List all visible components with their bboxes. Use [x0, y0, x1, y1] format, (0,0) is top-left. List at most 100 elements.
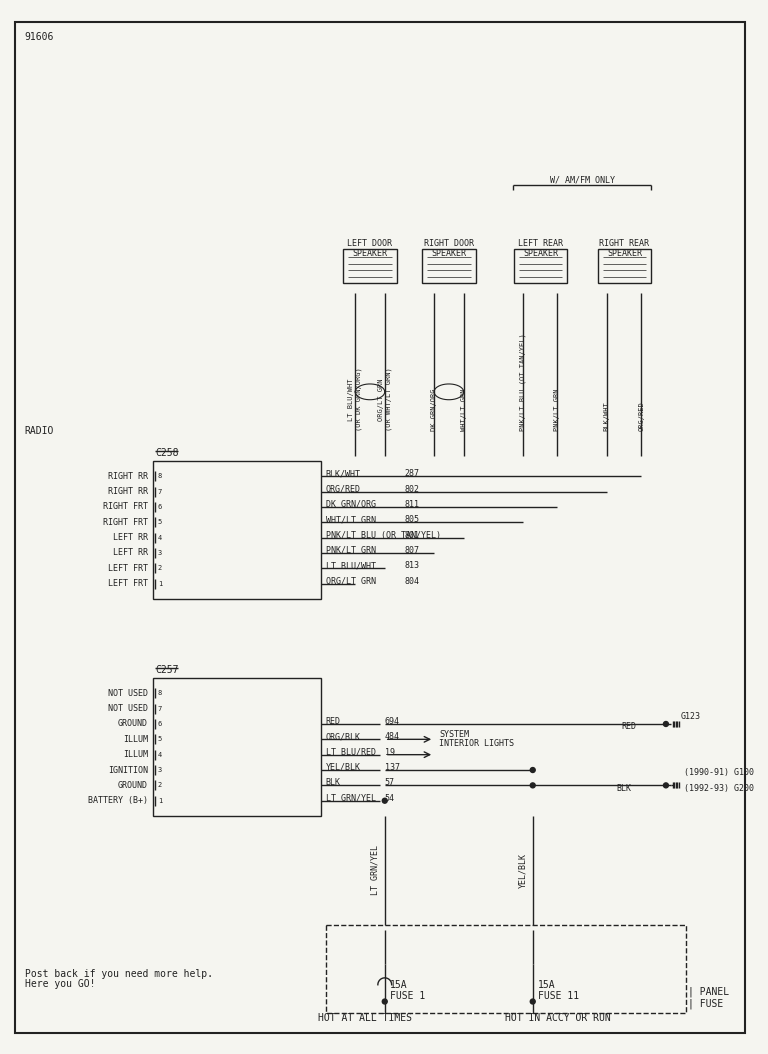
- Text: GROUND: GROUND: [118, 720, 148, 728]
- Text: 813: 813: [405, 562, 419, 570]
- Text: SYSTEM: SYSTEM: [439, 729, 469, 739]
- Text: 5: 5: [158, 520, 162, 525]
- Text: RIGHT FRT: RIGHT FRT: [103, 518, 148, 527]
- Text: LT BLU/RED: LT BLU/RED: [326, 747, 376, 757]
- Text: ILLUM: ILLUM: [123, 735, 148, 744]
- Text: 1: 1: [158, 581, 162, 587]
- Circle shape: [530, 767, 535, 773]
- Text: ORG/LT GRN
(OR WHT/LT GRN): ORG/LT GRN (OR WHT/LT GRN): [378, 368, 392, 431]
- Text: 287: 287: [405, 469, 419, 479]
- Text: BATTERY (B+): BATTERY (B+): [88, 796, 148, 805]
- Text: FUSE 1: FUSE 1: [389, 991, 425, 1000]
- Text: YEL/BLK: YEL/BLK: [326, 763, 360, 772]
- Text: (1990-91) G100: (1990-91) G100: [684, 768, 753, 778]
- Text: 137: 137: [385, 763, 400, 772]
- Text: HOT IN ACCY OR RUN: HOT IN ACCY OR RUN: [505, 1013, 611, 1023]
- Text: LT GRN/YEL: LT GRN/YEL: [326, 794, 376, 803]
- Text: WHT/LT GRN: WHT/LT GRN: [461, 389, 467, 431]
- Text: 6: 6: [158, 504, 162, 510]
- Text: NOT USED: NOT USED: [108, 704, 148, 714]
- Text: 91606: 91606: [25, 32, 54, 42]
- Circle shape: [530, 783, 535, 787]
- Text: 1: 1: [158, 798, 162, 803]
- Text: 15A: 15A: [389, 980, 407, 990]
- Text: RIGHT FRT: RIGHT FRT: [103, 503, 148, 511]
- Text: IGNITION: IGNITION: [108, 765, 148, 775]
- Text: HOT AT ALL TIMES: HOT AT ALL TIMES: [318, 1013, 412, 1023]
- Text: 15A: 15A: [538, 980, 555, 990]
- Text: DK GRN/ORG: DK GRN/ORG: [431, 389, 437, 431]
- Circle shape: [382, 798, 387, 803]
- Text: 694: 694: [385, 717, 400, 726]
- Text: ILLUM: ILLUM: [123, 750, 148, 759]
- Text: WHT/LT GRN: WHT/LT GRN: [326, 515, 376, 524]
- Text: LT BLU/WHT
(OR DK GRN/ORG): LT BLU/WHT (OR DK GRN/ORG): [349, 368, 362, 431]
- Text: 805: 805: [405, 515, 419, 524]
- Text: 804: 804: [405, 577, 419, 586]
- Text: (1992-93) G200: (1992-93) G200: [684, 784, 753, 793]
- Text: 5: 5: [158, 737, 162, 742]
- Text: 7: 7: [158, 705, 162, 711]
- Text: | PANEL: | PANEL: [687, 987, 729, 997]
- Text: LT GRN/YEL: LT GRN/YEL: [370, 845, 379, 895]
- Text: 2: 2: [158, 565, 162, 571]
- Text: Post back if you need more help.: Post back if you need more help.: [25, 969, 213, 979]
- Text: 7: 7: [158, 489, 162, 494]
- Text: 2: 2: [158, 782, 162, 788]
- Text: 811: 811: [405, 500, 419, 509]
- Text: Here you GO!: Here you GO!: [25, 979, 95, 989]
- Text: LEFT DOOR
SPEAKER: LEFT DOOR SPEAKER: [347, 239, 392, 258]
- Text: LEFT RR: LEFT RR: [113, 533, 148, 542]
- Text: RED: RED: [621, 722, 637, 731]
- Text: BLK: BLK: [617, 784, 631, 793]
- Text: RIGHT RR: RIGHT RR: [108, 472, 148, 481]
- Text: | FUSE: | FUSE: [687, 998, 723, 1009]
- Text: LEFT FRT: LEFT FRT: [108, 579, 148, 588]
- Text: 6: 6: [158, 721, 162, 727]
- Text: 484: 484: [385, 733, 400, 741]
- Text: 801: 801: [405, 530, 419, 540]
- Text: 19: 19: [385, 747, 395, 757]
- Text: LEFT REAR
SPEAKER: LEFT REAR SPEAKER: [518, 239, 563, 258]
- Text: NOT USED: NOT USED: [108, 688, 148, 698]
- Text: LEFT RR: LEFT RR: [113, 548, 148, 558]
- Circle shape: [530, 999, 535, 1004]
- Text: YEL/BLK: YEL/BLK: [518, 853, 528, 887]
- Text: 8: 8: [158, 473, 162, 480]
- Text: RIGHT REAR
SPEAKER: RIGHT REAR SPEAKER: [600, 239, 650, 258]
- Text: 57: 57: [385, 778, 395, 787]
- Circle shape: [664, 722, 668, 726]
- Text: PNK/LT BLU (OT TAN/YEL): PNK/LT BLU (OT TAN/YEL): [520, 333, 526, 431]
- Text: BLK/WHT: BLK/WHT: [604, 402, 610, 431]
- Text: FUSE 11: FUSE 11: [538, 991, 579, 1000]
- Text: 3: 3: [158, 550, 162, 555]
- Text: GROUND: GROUND: [118, 781, 148, 789]
- Text: PNK/LT BLU (OR TAN/YEL): PNK/LT BLU (OR TAN/YEL): [326, 530, 441, 540]
- Text: BLK/WHT: BLK/WHT: [326, 469, 360, 479]
- Circle shape: [382, 999, 387, 1004]
- Text: PNK/LT GRN: PNK/LT GRN: [554, 389, 561, 431]
- Text: C258: C258: [155, 448, 178, 458]
- Text: RED: RED: [326, 717, 340, 726]
- Text: ORG/RED: ORG/RED: [638, 402, 644, 431]
- Text: ORG/BLK: ORG/BLK: [326, 733, 360, 741]
- Text: PNK/LT GRN: PNK/LT GRN: [326, 546, 376, 555]
- Text: LEFT FRT: LEFT FRT: [108, 564, 148, 572]
- Text: 4: 4: [158, 534, 162, 541]
- Text: G123: G123: [680, 711, 700, 721]
- Text: 802: 802: [405, 485, 419, 493]
- Text: BLK: BLK: [326, 778, 340, 787]
- Text: ORG/LT GRN: ORG/LT GRN: [326, 577, 376, 586]
- Text: W/ AM/FM ONLY: W/ AM/FM ONLY: [550, 175, 614, 184]
- Text: LT BLU/WHT: LT BLU/WHT: [326, 562, 376, 570]
- Text: 3: 3: [158, 767, 162, 773]
- Text: RADIO: RADIO: [25, 426, 54, 436]
- Text: INTERIOR LIGHTS: INTERIOR LIGHTS: [439, 739, 514, 747]
- Text: 54: 54: [385, 794, 395, 803]
- Text: 4: 4: [158, 752, 162, 758]
- Text: 807: 807: [405, 546, 419, 555]
- Text: RIGHT RR: RIGHT RR: [108, 487, 148, 496]
- Text: 8: 8: [158, 690, 162, 697]
- Text: ORG/RED: ORG/RED: [326, 485, 360, 493]
- Text: C257: C257: [155, 665, 178, 675]
